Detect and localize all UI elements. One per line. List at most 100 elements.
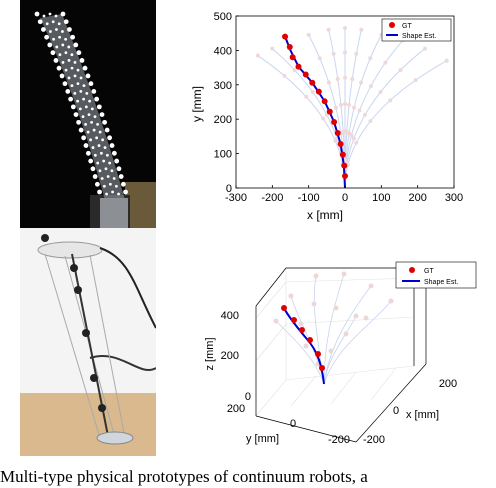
- photo-led-dot: [100, 177, 104, 180]
- plot2d-bg-point: [354, 140, 359, 145]
- photo-led-dot: [99, 151, 103, 155]
- photo-led-dot: [37, 19, 43, 25]
- photo-led-dot: [90, 166, 96, 172]
- photo-led-dot: [44, 34, 50, 40]
- photo-led-dot: [59, 73, 65, 79]
- robot-backbone-drawing: [20, 0, 156, 228]
- plot2d-x-tick-label: -100: [298, 192, 320, 204]
- photo-led-dot: [117, 192, 120, 196]
- photo-led-dot: [114, 158, 120, 164]
- photo-led-dot: [54, 14, 58, 18]
- plot2d-bg-point: [351, 136, 356, 141]
- plot2d-bg-point: [362, 112, 367, 117]
- plot2d-y-tick-label: 300: [214, 80, 232, 92]
- plot3d-background-curves: [275, 273, 392, 385]
- plot2d-gt-point: [321, 98, 328, 105]
- plot2d-x-label: x [mm]: [307, 208, 343, 222]
- photo-led-dot: [34, 11, 40, 17]
- plot2d-y-tick-label: 100: [214, 149, 232, 161]
- plot3d-z-label: z [mm]: [204, 338, 216, 371]
- shape-plot-2d: 0 100 200 300 400 500 -300 -200 -100 0 100 200 300 …: [180, 0, 480, 230]
- plot3d-background-points: [273, 271, 394, 367]
- plot2d-gt-point: [295, 63, 302, 70]
- photo-led-dot: [51, 20, 55, 24]
- photo-led-dot: [58, 35, 62, 39]
- photo-led-dot: [110, 169, 114, 173]
- photo-led-dot: [94, 96, 100, 102]
- photo-led-dot: [97, 144, 101, 147]
- photo-led-dot: [107, 135, 113, 141]
- photo-led-dot: [61, 61, 65, 64]
- photo-led-dot: [97, 189, 102, 195]
- photo-led-dot: [92, 128, 96, 132]
- plot3d-y-tick-200: 200: [227, 403, 245, 415]
- photo-led-dot: [102, 159, 106, 163]
- photo-led-dot: [67, 45, 71, 49]
- photo-led-dot: [76, 50, 82, 56]
- photo-led-dot: [81, 115, 85, 119]
- plot2d-bg-point: [422, 46, 427, 51]
- plot2d-x-tick-label: 200: [408, 192, 426, 204]
- photo-led-dot: [105, 153, 109, 157]
- photo-led-dot: [57, 22, 61, 26]
- plot2d-gt-point: [337, 140, 344, 147]
- plot2d-bg-point: [255, 53, 260, 58]
- plot2d-bg-point: [306, 32, 311, 37]
- photo-led-dot: [94, 181, 100, 187]
- photo-led-dot: [49, 30, 52, 33]
- legend-est-label: Shape Est.: [402, 33, 436, 40]
- photo-led-dot: [90, 107, 94, 111]
- photo-led-dot: [78, 107, 82, 111]
- photo-led-dot: [104, 167, 108, 171]
- plot3d-y-tick-neg200: -200: [328, 434, 350, 446]
- plot3d-gt-points: [281, 305, 325, 371]
- photo-led-dot: [56, 65, 62, 71]
- photo-led-dot: [108, 182, 112, 186]
- plot2d-bg-point: [326, 27, 331, 32]
- photo-led-dot: [120, 181, 126, 187]
- photo-led-dot: [85, 91, 89, 95]
- photo-led-dot: [64, 51, 68, 55]
- photo-led-dot: [70, 104, 76, 110]
- plot2d-bg-point: [326, 80, 331, 85]
- photo-led-dot: [73, 112, 79, 118]
- plot3d-legend: GT Shape Est.: [395, 261, 477, 289]
- photo-led-dot: [111, 190, 114, 194]
- photo-led-dot: [82, 97, 86, 101]
- photo-led-dot: [81, 135, 87, 141]
- photo-led-dot: [118, 174, 124, 179]
- plot2d-bg-point: [350, 76, 355, 81]
- photo-led-dot: [83, 143, 89, 148]
- legend-gt-marker: [389, 22, 395, 28]
- photo-led-dot: [61, 43, 65, 47]
- plot2d-bg-point: [304, 94, 309, 99]
- plot2d-bg-point: [388, 98, 393, 103]
- photo-led-dot: [84, 122, 88, 126]
- plot2d-y-label: y [mm]: [190, 86, 204, 122]
- photo-led-dot: [103, 146, 107, 149]
- plot2d-bg-point: [378, 90, 383, 95]
- photo-led-dot: [65, 88, 71, 94]
- plot2d-bg-point: [331, 51, 336, 56]
- plot3d-z-tick-400: 400: [221, 310, 239, 322]
- photo-led-dot: [48, 12, 52, 16]
- photo-led-dot: [64, 68, 68, 72]
- photo-led-dot: [99, 112, 105, 118]
- photo-led-dot: [102, 184, 106, 188]
- plot2d-bg-point: [357, 108, 362, 113]
- plot3d-axes: [255, 267, 427, 443]
- plot2d-gt-point: [342, 172, 348, 179]
- figure-caption: Multi-type physical prototypes of contin…: [0, 467, 368, 486]
- plot2d-bg-point: [343, 102, 347, 107]
- photo-led-dot: [105, 192, 108, 196]
- plot2d-gt-point: [302, 71, 309, 78]
- plot2d-bg-point: [343, 26, 347, 31]
- plot3d-x-label: x [mm]: [406, 409, 439, 421]
- photo-led-dot: [104, 127, 110, 133]
- plot2d-bg-point: [335, 76, 340, 81]
- plot2d-gt-point: [309, 79, 316, 86]
- plot2d-gt-point: [315, 88, 322, 95]
- plot3d-y-tick-0: 0: [290, 418, 296, 430]
- photo-led-dot: [123, 189, 128, 195]
